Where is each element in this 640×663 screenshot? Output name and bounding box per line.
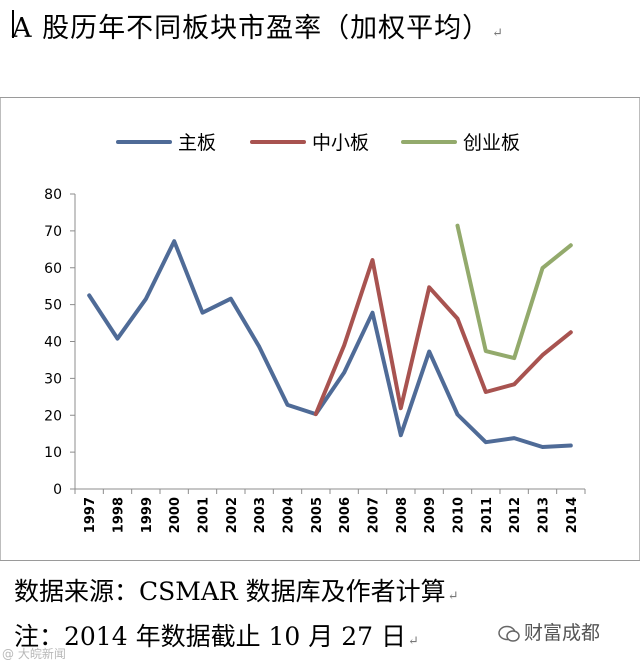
data-point [201,311,204,314]
y-tick-label: 20 [44,408,62,424]
data-point [229,297,233,300]
y-tick-label: 70 [44,224,62,240]
data-point [569,444,573,447]
data-source-note: 数据来源：CSMAR 数据库及作者计算 ↵ [14,572,459,608]
data-point [456,413,459,416]
data-point [427,286,431,289]
chart-axes: 0 10 20 30 40 50 60 70 80 1997 1998 1999 2000 2001 200… [44,187,586,533]
legend-label: 中小板 [312,132,369,154]
data-point [144,297,148,301]
x-tick-label: 2000 [168,497,183,533]
data-point [569,244,573,247]
data-point [342,371,346,374]
x-tick-label: 2012 [508,497,523,533]
watermark-right-text: 财富成都 [524,622,601,644]
data-cutoff-note: 注：2014 年数据截止 10 月 27 日 ↵ [14,617,419,653]
data-point [541,445,544,449]
data-point [427,350,431,353]
data-point [484,349,488,353]
x-tick-label: 2010 [452,497,467,533]
data-point [342,343,346,347]
legend-label: 主板 [178,132,216,154]
series-line-中小板 [313,258,573,417]
x-tick-label: 1997 [83,497,98,533]
data-point [541,266,544,270]
x-tick-label: 2007 [367,497,382,533]
frame-left-border [0,97,1,560]
x-tick-label: 1998 [112,497,127,533]
watermark-right: 财富成都 [498,618,600,645]
data-cutoff-text: 注：2014 年数据截止 10 月 27 日 [14,622,406,651]
data-point [172,240,176,243]
series-line-创业板 [455,223,573,361]
series-line-主板 [87,239,573,449]
wechat-icon [498,625,520,642]
data-point [371,258,374,262]
y-tick-label: 80 [44,187,62,203]
data-point [484,440,488,444]
x-tick-label: 2006 [338,497,353,533]
data-point [569,331,573,334]
data-source-text: 数据来源：CSMAR 数据库及作者计算 [14,577,446,606]
data-point [399,407,403,410]
x-tick-label: 2008 [395,497,410,533]
chart-series [87,223,573,449]
x-tick-label: 2005 [310,497,325,533]
data-point [512,356,516,360]
x-tick-label: 2013 [537,497,552,533]
data-point [314,412,318,416]
data-point [512,436,516,440]
paragraph-mark-icon: ↵ [447,589,459,604]
y-tick-label: 60 [44,261,62,277]
y-tick-label: 40 [44,335,62,351]
y-tick-label: 0 [53,482,62,498]
y-tick-label: 30 [44,371,62,387]
data-point [541,353,544,357]
legend-label: 创业板 [463,132,520,154]
table-rule-bottom [0,560,640,561]
data-point [371,311,374,314]
chart-title-text: A 股历年不同板块市盈率（加权平均） [12,13,491,44]
data-point [286,403,289,407]
x-tick-label: 2001 [197,497,212,533]
y-tick-label: 50 [44,298,62,314]
x-tick-label: 2003 [253,497,268,533]
watermark-left: @ 大皖新闻 [2,647,66,661]
text-cursor [12,10,14,38]
data-point [257,345,261,348]
x-tick-label: 1999 [140,497,155,533]
x-tick-label: 2009 [423,497,438,533]
data-point [512,383,516,386]
x-tick-label: 2002 [225,497,240,533]
data-point [456,224,459,227]
paragraph-mark-icon: ↵ [407,634,419,649]
x-tick-label: 2011 [480,497,495,533]
line-chart: 主板 中小板 创业板 0 10 20 30 40 50 60 70 80 1997 1998 1999 20… [44,132,586,533]
chart-title: A 股历年不同板块市盈率（加权平均） ↵ [12,6,504,45]
data-point [116,337,119,340]
table-rule-top [0,97,640,98]
chart-legend: 主板 中小板 创业板 [116,132,520,154]
data-point [399,433,403,437]
y-tick-label: 10 [44,445,62,461]
data-point [87,294,91,297]
x-tick-label: 2014 [565,497,580,533]
paragraph-mark-icon: ↵ [492,26,504,41]
data-point [456,317,459,320]
data-point [484,390,488,394]
x-tick-label: 2004 [282,497,297,533]
